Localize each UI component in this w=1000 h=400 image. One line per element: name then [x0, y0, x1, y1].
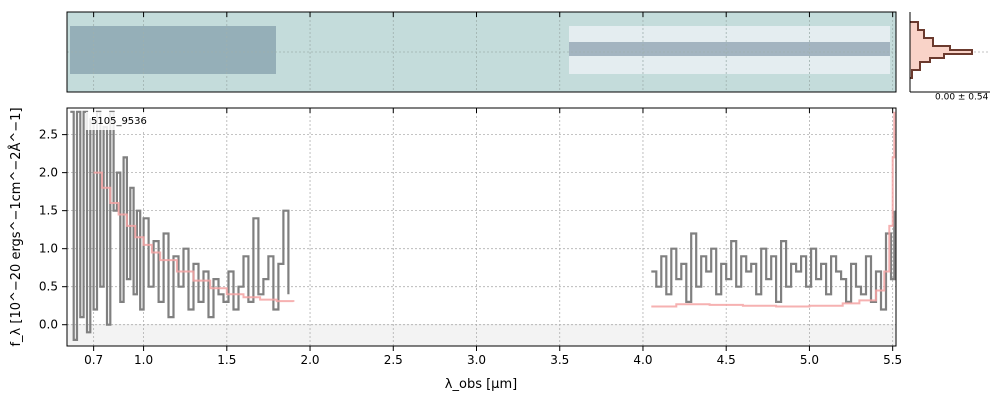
spectrum-1d-panel: 0.7 1.0 1.5 2.0 2.5 3.0 3.5 4.0 4.5 5.0 5.5 0.0 0.5 1… [39, 12, 902, 367]
histogram-fill [910, 22, 972, 78]
series-layer [70, 110, 896, 341]
model-flux-line [651, 111, 896, 308]
spectrum-2d-frame [66, 11, 897, 93]
histogram-outline [910, 21, 973, 79]
y-tick-label: 1.5 [39, 204, 58, 218]
model-flux-line [93, 171, 295, 303]
spectrum-2d-panel [66, 11, 897, 93]
spectrum-2d-trace-red-core [569, 42, 890, 56]
y-tick-label: 1.0 [39, 242, 58, 256]
x-tick-label: 1.5 [217, 353, 236, 367]
spectrum-2d-grid [67, 12, 896, 92]
main-ticks: 0.7 1.0 1.5 2.0 2.5 3.0 3.5 4.0 4.5 5.0 5.5 0.0 0.5 1… [39, 12, 902, 367]
histogram-label: 0.00 ± 0.54 [935, 92, 989, 102]
data-flux-line [651, 210, 896, 311]
y-tick-label: 2.5 [39, 128, 58, 142]
main-frame [66, 107, 897, 347]
x-tick-label: 4.0 [633, 353, 652, 367]
x-tick-label: 3.0 [467, 353, 486, 367]
x-tick-label: 5.0 [800, 353, 819, 367]
y-tick-label: 0.5 [39, 280, 58, 294]
object-id-box [86, 112, 158, 130]
x-tick-label: 3.5 [550, 353, 569, 367]
x-tick-label: 2.0 [300, 353, 319, 367]
x-tick-label: 1.0 [134, 353, 153, 367]
histogram-panel: 0.00 ± 0.54 [909, 12, 990, 102]
x-tick-label: 5.5 [883, 353, 902, 367]
x-tick-label: 0.7 [84, 353, 103, 367]
x-tick-label: 2.5 [384, 353, 403, 367]
y-axis-title: f_λ [10^−20 ergs^−1cm^−2Å^−1] [8, 107, 24, 346]
x-tick-label: 4.5 [717, 353, 736, 367]
object-id-label: 5105_9536 [91, 116, 147, 127]
y-tick-label: 2.0 [39, 166, 58, 180]
negative-flux-band [67, 324, 896, 346]
spectrum-2d-trace-blue [70, 26, 276, 74]
data-flux-line [70, 110, 290, 341]
y-tick-label: 0.0 [39, 318, 58, 332]
x-axis-title: λ_obs [μm] [445, 377, 517, 392]
